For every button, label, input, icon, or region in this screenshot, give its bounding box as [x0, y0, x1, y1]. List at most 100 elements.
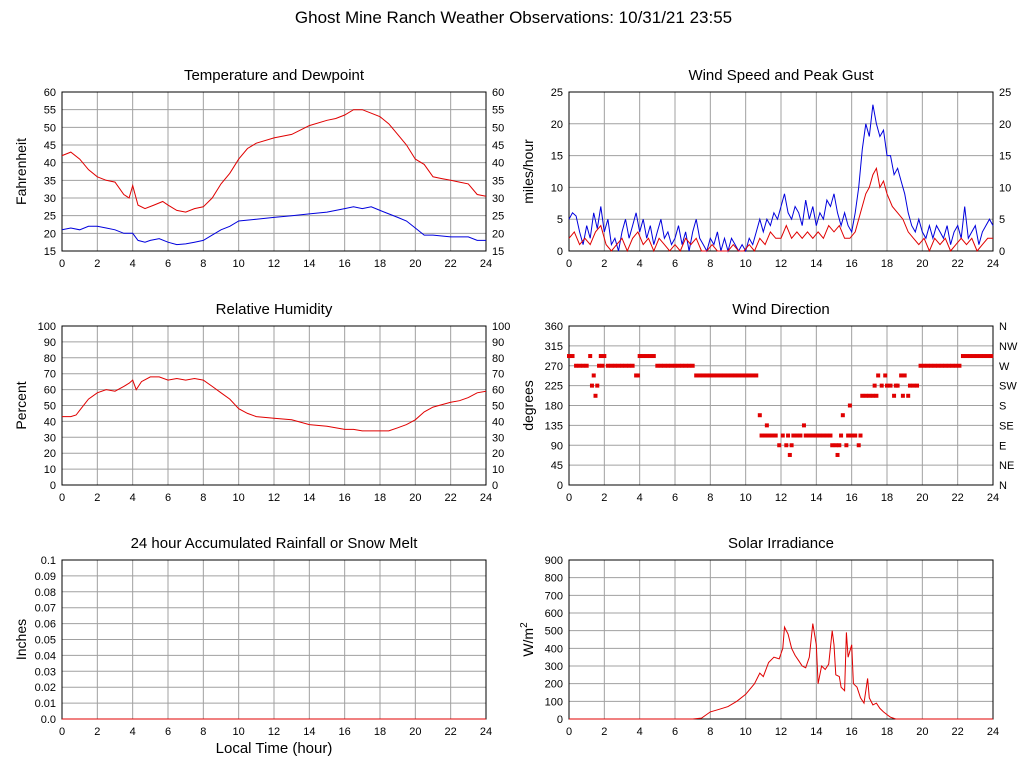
direction-y-right-tick-label: SE	[999, 420, 1014, 432]
rain-y-tick-label: 0.08	[35, 587, 56, 599]
humidity-y-tick-label: 90	[44, 337, 56, 349]
temp-y-right-tick-label: 40	[492, 158, 504, 170]
humidity-x-tick-label: 8	[200, 492, 206, 504]
direction-point	[953, 363, 958, 368]
direction-point	[957, 363, 962, 368]
direction-point	[900, 393, 905, 398]
solar-x-tick-label: 6	[672, 726, 678, 738]
direction-y-tick-label: 90	[551, 440, 563, 452]
direction-point	[754, 373, 759, 378]
direction-y-axis-label: degrees	[520, 380, 536, 431]
temp-y-tick-label: 40	[44, 158, 56, 170]
direction-point	[982, 354, 987, 359]
solar-x-tick-label: 8	[707, 726, 713, 738]
humidity-x-tick-label: 6	[165, 492, 171, 504]
direction-point	[876, 373, 881, 378]
direction-point	[680, 363, 685, 368]
direction-point	[906, 393, 911, 398]
wind-x-tick-label: 10	[740, 258, 752, 270]
solar-x-tick-label: 16	[846, 726, 858, 738]
humidity-y-tick-label: 40	[44, 416, 56, 428]
wind-x-tick-label: 24	[987, 258, 999, 270]
direction-point	[630, 363, 635, 368]
direction-point	[777, 443, 782, 448]
direction-point	[711, 373, 716, 378]
direction-point	[694, 373, 699, 378]
direction-point	[616, 363, 621, 368]
humidity-y-tick-label: 0	[50, 480, 56, 492]
direction-point	[803, 433, 808, 438]
direction-point	[844, 443, 849, 448]
solar-y-axis-label: W/m2	[519, 622, 536, 657]
direction-point	[830, 443, 835, 448]
direction-point	[964, 354, 969, 359]
rain-x-tick-label: 16	[339, 726, 351, 738]
solar-series-0-line	[569, 623, 993, 720]
humidity-y-tick-label: 80	[44, 353, 56, 365]
direction-point	[704, 373, 709, 378]
direction-point	[856, 443, 861, 448]
wind-x-tick-label: 0	[566, 258, 572, 270]
direction-point	[662, 363, 667, 368]
direction-point	[888, 383, 893, 388]
direction-point	[574, 363, 579, 368]
solar-x-tick-label: 24	[987, 726, 999, 738]
direction-x-tick-label: 4	[637, 492, 643, 504]
temp-y-tick-label: 15	[44, 246, 56, 258]
wind-x-tick-label: 12	[775, 258, 787, 270]
direction-point	[883, 373, 888, 378]
humidity-x-tick-label: 18	[374, 492, 386, 504]
direction-y-tick-label: 360	[545, 321, 563, 333]
direction-point	[839, 433, 844, 438]
solar-y-tick-label: 500	[545, 626, 563, 638]
rain-x-tick-label: 6	[165, 726, 171, 738]
rain-y-tick-label: 0.04	[35, 650, 56, 662]
wind-y-right-tick-label: 5	[999, 214, 1005, 226]
direction-point	[968, 354, 973, 359]
temp-y-right-tick-label: 25	[492, 211, 504, 223]
solar-y-tick-label: 100	[545, 696, 563, 708]
temp-y-right-tick-label: 20	[492, 228, 504, 240]
direction-y-tick-label: 45	[551, 460, 563, 472]
direction-point	[750, 373, 755, 378]
direction-point	[807, 433, 812, 438]
direction-point	[870, 393, 875, 398]
temp-y-tick-label: 50	[44, 122, 56, 134]
wind-series-0-line	[568, 104, 994, 253]
humidity-x-tick-label: 14	[303, 492, 315, 504]
direction-point	[989, 354, 994, 359]
humidity-y-right-tick-label: 60	[492, 385, 504, 397]
wind-y-tick-label: 10	[551, 182, 563, 194]
humidity-y-tick-label: 10	[44, 464, 56, 476]
direction-point	[600, 363, 605, 368]
direction-point	[591, 373, 596, 378]
direction-point	[899, 373, 904, 378]
humidity-y-tick-label: 100	[38, 321, 56, 333]
direction-y-tick-label: 315	[545, 341, 563, 353]
direction-point	[885, 383, 889, 388]
direction-point	[743, 373, 748, 378]
temp-x-tick-label: 6	[165, 258, 171, 270]
rain-title: 24 hour Accumulated Rainfall or Snow Mel…	[131, 535, 419, 552]
direction-point	[683, 363, 688, 368]
direction-point	[780, 433, 785, 438]
direction-point	[644, 354, 649, 359]
wind-y-axis-label: miles/hour	[520, 139, 536, 204]
wind-series-1-line	[568, 166, 993, 253]
direction-point	[786, 433, 791, 438]
direction-point	[648, 354, 653, 359]
humidity-frame	[61, 325, 487, 486]
temp-x-tick-label: 18	[374, 258, 386, 270]
direction-x-tick-label: 12	[775, 492, 787, 504]
direction-point	[605, 363, 610, 368]
direction-point	[971, 354, 976, 359]
temp-x-tick-label: 12	[268, 258, 280, 270]
direction-point	[726, 373, 730, 378]
humidity-x-tick-label: 2	[94, 492, 100, 504]
humidity-y-tick-label: 60	[44, 385, 56, 397]
rain-x-tick-label: 2	[94, 726, 100, 738]
temp-y-tick-label: 45	[44, 140, 56, 152]
direction-point	[975, 354, 980, 359]
wind-y-tick-label: 5	[557, 214, 563, 226]
